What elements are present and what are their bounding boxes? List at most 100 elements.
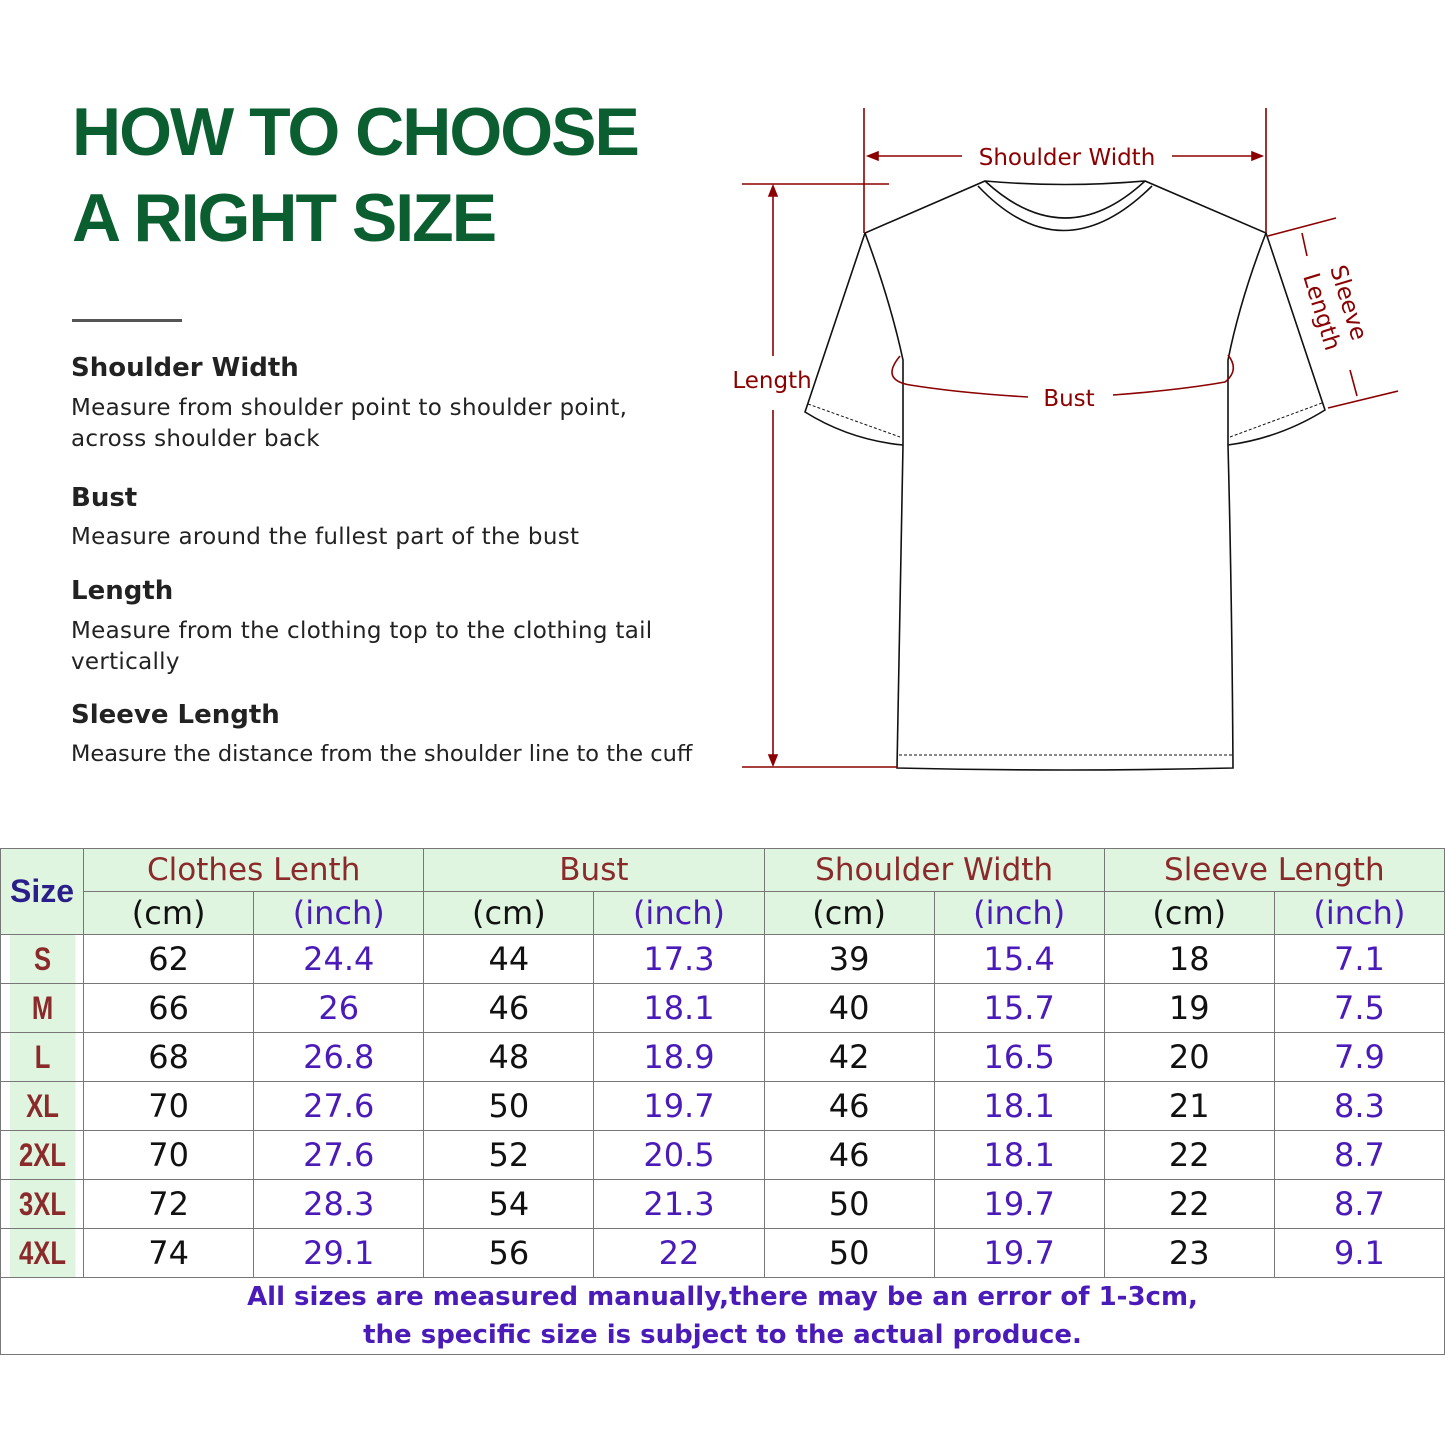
table-cell: 28.3: [253, 1179, 425, 1229]
size-label: 2XL: [8, 1130, 76, 1180]
label-bust: Bust: [1043, 386, 1094, 412]
table-cell: 18.1: [933, 1081, 1105, 1131]
size-label: S: [8, 934, 76, 984]
table-cell: 24.4: [253, 934, 425, 984]
disclaimer-line-2: the specific size is subject to the actu…: [363, 1320, 1082, 1350]
table-cell: 48: [423, 1032, 595, 1082]
unit-header-inch: (inch): [933, 891, 1105, 935]
table-cell: 8.3: [1273, 1081, 1445, 1131]
size-label: L: [8, 1032, 76, 1082]
unit-header-cm: (cm): [83, 891, 255, 935]
table-row: 3XL 72 28.3 54 21.3 50 19.7 22 8.7: [1, 1179, 1445, 1229]
table-cell: 7.1: [1273, 934, 1445, 984]
table-cell: 22: [1103, 1179, 1275, 1229]
table-row: 4XL 74 29.1 56 22 50 19.7 23 9.1: [1, 1228, 1445, 1278]
table-row: M 66 26 46 18.1 40 15.7 19 7.5: [1, 983, 1445, 1033]
size-label: 4XL: [8, 1228, 76, 1278]
table-cell: 21: [1103, 1081, 1275, 1131]
label-shoulder-width: Shoulder Width: [979, 145, 1156, 171]
guide-title-length: Length: [71, 576, 174, 606]
tshirt-diagram: Shoulder Width Length Bust Sleeve Length: [732, 108, 1399, 771]
guide-desc-sleeve: Measure the distance from the shoulder l…: [71, 741, 693, 767]
table-cell: 23: [1103, 1228, 1275, 1278]
guide-title-sleeve: Sleeve Length: [71, 700, 280, 730]
table-cell: 18.1: [593, 983, 765, 1033]
table-cell: 44: [423, 934, 595, 984]
table-cell: 19: [1103, 983, 1275, 1033]
size-table: Size Clothes Lenth Bust Shoulder Width S…: [0, 848, 1445, 1355]
group-header-shoulder: Shoulder Width: [763, 848, 1105, 892]
divider: [72, 319, 182, 322]
table-cell: 22: [593, 1228, 765, 1278]
table-cell: 46: [423, 983, 595, 1033]
size-label: 3XL: [8, 1179, 76, 1229]
table-cell: 54: [423, 1179, 595, 1229]
table-row: XL 70 27.6 50 19.7 46 18.1 21 8.3: [1, 1081, 1445, 1131]
guide-desc-shoulder: Measure from shoulder point to shoulder …: [71, 395, 628, 452]
label-length: Length: [732, 368, 811, 394]
table-cell: 27.6: [253, 1130, 425, 1180]
table-cell: 20: [1103, 1032, 1275, 1082]
table-cell: 74: [83, 1228, 255, 1278]
table-cell: 29.1: [253, 1228, 425, 1278]
size-label: M: [8, 983, 76, 1033]
table-cell: 8.7: [1273, 1179, 1445, 1229]
table-cell: 70: [83, 1130, 255, 1180]
table-cell: 18.9: [593, 1032, 765, 1082]
table-cell: 40: [763, 983, 935, 1033]
group-header-length: Clothes Lenth: [83, 848, 425, 892]
table-row: L 68 26.8 48 18.9 42 16.5 20 7.9: [1, 1032, 1445, 1082]
table-cell: 19.7: [933, 1179, 1105, 1229]
guide-desc-bust: Measure around the fullest part of the b…: [71, 524, 580, 550]
unit-header-inch: (inch): [253, 891, 425, 935]
table-cell: 21.3: [593, 1179, 765, 1229]
table-cell: 26: [253, 983, 425, 1033]
title-line-1: HOW TO CHOOSE: [72, 94, 640, 170]
unit-header-cm: (cm): [423, 891, 595, 935]
table-cell: 66: [83, 983, 255, 1033]
table-cell: 7.9: [1273, 1032, 1445, 1082]
table-cell: 42: [763, 1032, 935, 1082]
disclaimer-line-1: All sizes are measured manually,there ma…: [247, 1282, 1198, 1312]
table-cell: 26.8: [253, 1032, 425, 1082]
unit-header-cm: (cm): [1103, 891, 1275, 935]
table-cell: 7.5: [1273, 983, 1445, 1033]
guide-desc-length: Measure from the clothing top to the clo…: [71, 618, 653, 675]
table-cell: 8.7: [1273, 1130, 1445, 1180]
unit-header-inch: (inch): [1273, 891, 1445, 935]
table-cell: 15.4: [933, 934, 1105, 984]
table-cell: 70: [83, 1081, 255, 1131]
size-header: Size: [0, 848, 85, 935]
disclaimer: All sizes are measured manually,there ma…: [0, 1277, 1445, 1355]
guide-title-shoulder: Shoulder Width: [71, 353, 299, 383]
table-cell: 18.1: [933, 1130, 1105, 1180]
table-cell: 46: [763, 1081, 935, 1131]
group-header-sleeve: Sleeve Length: [1103, 848, 1445, 892]
table-cell: 9.1: [1273, 1228, 1445, 1278]
table-cell: 16.5: [933, 1032, 1105, 1082]
table-cell: 18: [1103, 934, 1275, 984]
unit-header-inch: (inch): [593, 891, 765, 935]
table-cell: 46: [763, 1130, 935, 1180]
unit-header-cm: (cm): [763, 891, 935, 935]
table-cell: 50: [423, 1081, 595, 1131]
title-line-2: A RIGHT SIZE: [72, 180, 497, 256]
table-cell: 19.7: [933, 1228, 1105, 1278]
table-cell: 56: [423, 1228, 595, 1278]
size-label: XL: [8, 1081, 76, 1131]
table-cell: 39: [763, 934, 935, 984]
table-cell: 15.7: [933, 983, 1105, 1033]
table-cell: 62: [83, 934, 255, 984]
table-cell: 22: [1103, 1130, 1275, 1180]
guide-title-bust: Bust: [71, 483, 138, 513]
table-cell: 19.7: [593, 1081, 765, 1131]
table-cell: 27.6: [253, 1081, 425, 1131]
table-cell: 50: [763, 1179, 935, 1229]
table-cell: 72: [83, 1179, 255, 1229]
group-header-bust: Bust: [423, 848, 765, 892]
table-row: S 62 24.4 44 17.3 39 15.4 18 7.1: [1, 934, 1445, 984]
table-cell: 50: [763, 1228, 935, 1278]
tshirt-outline: [804, 180, 1326, 771]
table-cell: 68: [83, 1032, 255, 1082]
